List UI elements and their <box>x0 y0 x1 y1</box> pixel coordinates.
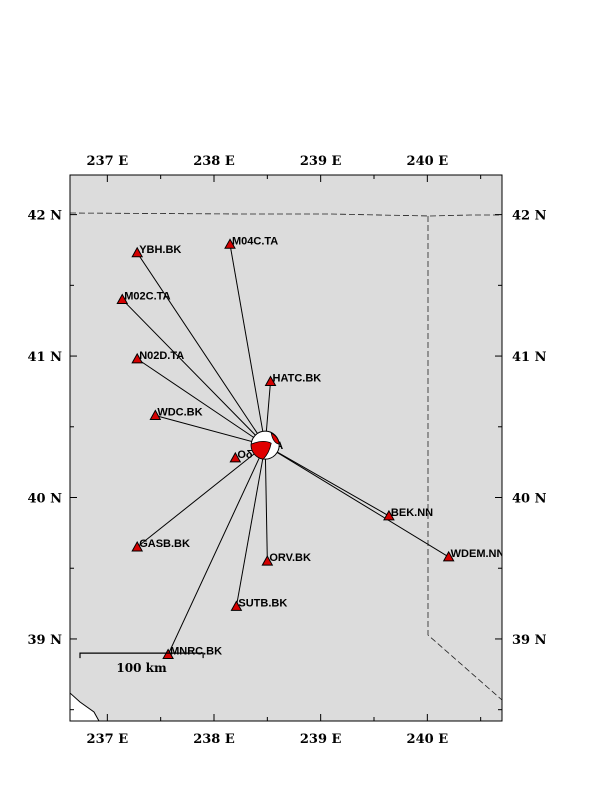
station-marker: N02D.TA <box>131 350 184 364</box>
station-label: YBH.BK <box>139 244 181 256</box>
ray-path <box>264 445 268 562</box>
axis-ticks: 237 E 237 E 238 E 238 E 239 E 239 E 240 E 240 E… <box>28 154 547 747</box>
scale-bar-line <box>79 652 204 659</box>
station-triangle-icon <box>116 293 129 304</box>
x-tick-label-top: 237 E <box>87 154 129 169</box>
station-label: HATC.BK <box>273 373 322 385</box>
station-triangle-icon <box>229 451 242 463</box>
station-label: ORV.BK <box>269 552 311 564</box>
y-tick-label-right: 42 N <box>512 209 547 224</box>
station-label: Oδ <box>237 449 253 461</box>
station-marker: M02C.TA <box>116 290 171 304</box>
station-label: N02D.TA <box>139 350 184 362</box>
station-triangle-icon <box>261 555 274 566</box>
ray-path <box>229 244 266 446</box>
station-triangle-icon <box>131 246 144 258</box>
y-tick-label-right: 39 N <box>512 633 547 648</box>
station-label: MNRC.BK <box>170 646 222 658</box>
stations: YBH.BK M04C.TA M02C.TA N02D.TA HATC.BK WDC.BK… <box>116 235 505 660</box>
station-triangle-icon <box>149 409 162 420</box>
x-tick-label-bottom: 240 E <box>407 732 449 747</box>
station-label: M02C.TA <box>124 290 170 302</box>
station-marker: M04C.TA <box>224 235 278 249</box>
station-marker: YBH.BK <box>131 244 181 258</box>
map-frame <box>69 174 503 722</box>
y-tick-label-left: 39 N <box>28 633 63 648</box>
scale-bar: 100 km <box>79 652 204 675</box>
beachball-compression-quadrant <box>250 441 272 460</box>
state-border-east <box>427 216 502 701</box>
x-tick-label-top: 239 E <box>300 154 342 169</box>
station-label: GASB.BK <box>139 538 190 550</box>
station-triangle-icon <box>131 352 144 364</box>
y-tick-label-right: 41 N <box>512 350 547 365</box>
scale-bar-label: 100 km <box>116 661 167 675</box>
station-marker: WDEM.NN <box>442 548 505 562</box>
ray-paths <box>121 244 449 655</box>
station-marker: WDC.BK <box>149 406 203 420</box>
station-marker: ORV.BK <box>261 552 311 566</box>
map-features: YBH.BK M04C.TA M02C.TA N02D.TA HATC.BK WDC.BK… <box>70 212 505 721</box>
x-tick-label-bottom: 239 E <box>300 732 342 747</box>
x-tick-label-top: 238 E <box>193 154 235 169</box>
station-marker: SUTB.BK <box>230 597 287 611</box>
station-label: WDEM.NN <box>451 548 505 560</box>
map-frame-fill <box>70 175 502 721</box>
x-tick-label-bottom: 237 E <box>87 732 129 747</box>
y-tick-label-left: 42 N <box>28 209 63 224</box>
focal-mechanism-beachball <box>250 430 280 460</box>
station-triangle-icon <box>162 648 174 660</box>
ray-path <box>167 444 266 655</box>
station-triangle-icon <box>264 375 277 387</box>
station-label: BEK.NN <box>391 507 433 519</box>
station-marker: Oδ <box>229 449 253 463</box>
x-tick-label-top: 240 E <box>407 154 449 169</box>
station-marker: MNRC.BK <box>162 646 222 660</box>
station-triangle-icon <box>224 238 236 249</box>
station-marker: HATC.BK <box>264 373 322 387</box>
station-marker: BEK.NN <box>383 507 433 521</box>
station-label: SUTB.BK <box>238 597 287 609</box>
y-tick-label-left: 41 N <box>28 350 63 365</box>
ray-path <box>121 299 266 446</box>
station-triangle-icon <box>131 540 144 552</box>
station-marker: GASB.BK <box>131 538 190 552</box>
ray-path <box>264 444 449 558</box>
y-tick-label-right: 40 N <box>512 492 547 507</box>
station-triangle-icon <box>442 550 455 562</box>
ray-path <box>155 414 266 446</box>
station-triangle-icon <box>383 509 395 521</box>
ray-path <box>136 358 266 446</box>
beachball-compression-quadrant <box>270 432 280 445</box>
station-label: M04C.TA <box>232 235 278 247</box>
ocean-corner <box>70 692 100 721</box>
ray-path <box>136 444 266 548</box>
ray-path <box>264 444 390 517</box>
ray-path <box>136 252 266 446</box>
state-border-north <box>70 212 502 217</box>
y-tick-label-left: 40 N <box>28 492 63 507</box>
station-label: WDC.BK <box>157 406 202 418</box>
x-tick-label-bottom: 238 E <box>193 732 235 747</box>
station-triangle-icon <box>230 600 243 611</box>
ray-path <box>235 445 266 607</box>
